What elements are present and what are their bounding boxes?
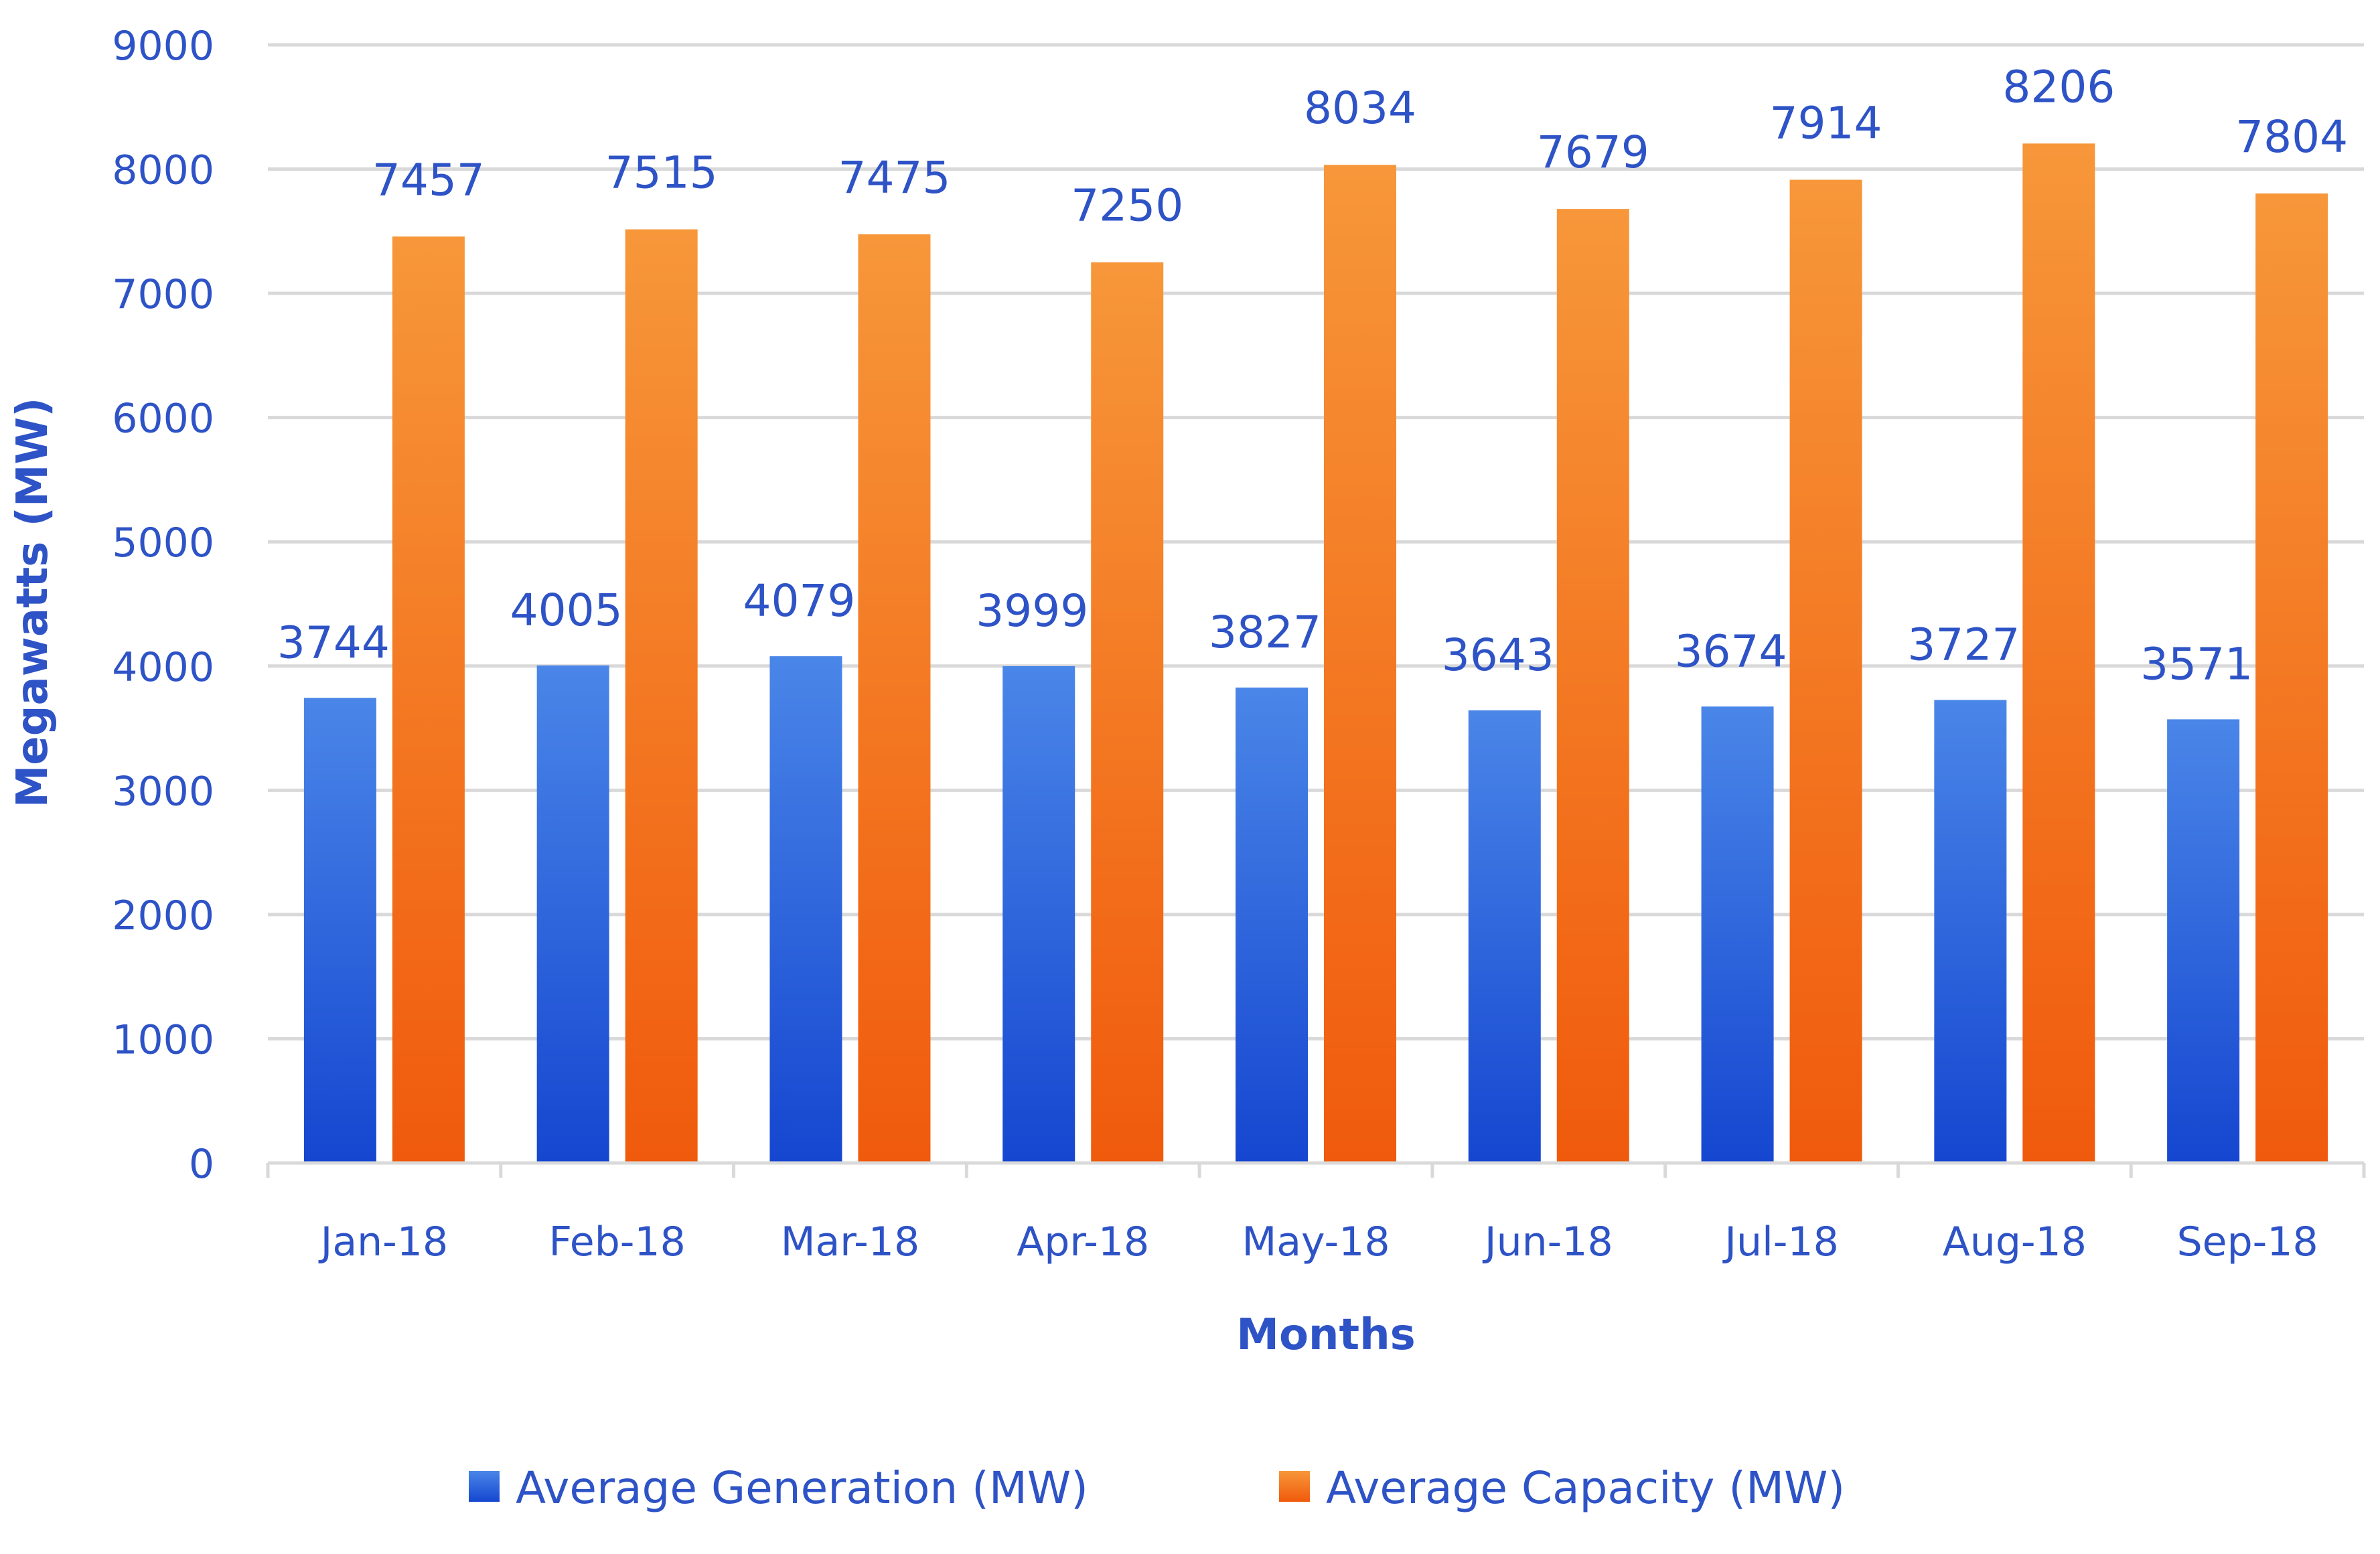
data-label-generation: 3674 — [1675, 625, 1787, 677]
bar-generation — [536, 665, 609, 1163]
legend: Average Generation (MW) Average Capacity … — [469, 1462, 1845, 1514]
data-label-capacity: 8206 — [2002, 61, 2115, 112]
bar-generation — [1934, 700, 2007, 1163]
y-tick-label: 6000 — [112, 396, 214, 443]
x-tick-label: Aug-18 — [1943, 1219, 2087, 1265]
x-tick-label: Mar-18 — [781, 1219, 919, 1265]
y-tick-label: 1000 — [112, 1016, 214, 1063]
legend-label-generation: Average Generation (MW) — [516, 1462, 1088, 1514]
y-tick-label: 0 — [189, 1141, 214, 1188]
y-axis-ticks: 0 1000 2000 3000 4000 5000 6000 7000 8000 9000 — [112, 23, 214, 1188]
bar-generation — [1468, 710, 1541, 1163]
x-tick-label: May-18 — [1242, 1219, 1390, 1265]
y-tick-label: 7000 — [112, 271, 214, 318]
bar-capacity — [392, 236, 465, 1163]
bar-generation — [303, 698, 376, 1163]
x-tick-label: Sep-18 — [2177, 1219, 2318, 1265]
y-tick-label: 8000 — [112, 147, 214, 194]
data-label-generation: 3744 — [277, 617, 390, 668]
data-label-capacity: 7475 — [838, 152, 950, 204]
legend-label-capacity: Average Capacity (MW) — [1326, 1462, 1845, 1514]
data-label-capacity: 7804 — [2235, 111, 2348, 163]
bar-capacity — [1556, 209, 1629, 1163]
bar-generation — [1002, 666, 1075, 1163]
y-tick-label: 4000 — [112, 644, 214, 691]
y-tick-label: 9000 — [112, 23, 214, 70]
bar-capacity — [858, 234, 931, 1164]
data-label-generation: 3727 — [1907, 619, 2020, 670]
bar-capacity — [1091, 262, 1164, 1164]
bar-generation — [1236, 687, 1308, 1163]
x-tick-label: Jul-18 — [1722, 1219, 1838, 1265]
bar-capacity — [1789, 179, 1862, 1164]
bar-generation — [1701, 706, 1774, 1163]
data-label-generation: 3827 — [1209, 607, 1321, 658]
y-tick-label: 3000 — [112, 768, 214, 815]
bar-capacity — [2255, 193, 2328, 1163]
data-label-generation: 3999 — [976, 585, 1088, 637]
y-axis-title: Megawatts (MW) — [8, 398, 58, 808]
data-label-capacity: 7679 — [1537, 127, 1649, 178]
data-label-capacity: 7250 — [1071, 180, 1183, 232]
bar-generation — [769, 656, 842, 1163]
y-tick-label: 5000 — [112, 520, 214, 566]
data-label-generation: 3643 — [1442, 629, 1554, 681]
data-label-capacity: 7515 — [605, 147, 718, 199]
y-tick-label: 2000 — [112, 892, 214, 939]
x-tick-label: Jun-18 — [1482, 1219, 1613, 1265]
bars — [303, 143, 2328, 1164]
x-axis: Jan-18 Feb-18 Mar-18 Apr-18 May-18 Jun-18 Jul-… — [266, 1161, 2366, 1265]
data-label-capacity: 7457 — [372, 154, 485, 206]
data-label-capacity: 7914 — [1770, 98, 1882, 149]
legend-swatch-capacity — [1279, 1471, 1310, 1502]
data-labels: 3744 7457 4005 7515 4079 7475 3999 7250 3827 8034… — [277, 61, 2348, 690]
x-tick-label: Jan-18 — [318, 1219, 449, 1265]
bar-generation — [2167, 719, 2240, 1163]
x-tick-label: Apr-18 — [1017, 1219, 1149, 1265]
gridlines — [268, 43, 2364, 1040]
bar-capacity — [2022, 143, 2095, 1164]
data-label-generation: 3571 — [2140, 638, 2253, 690]
data-label-generation: 4079 — [743, 575, 855, 627]
bar-capacity — [1324, 165, 1396, 1163]
legend-swatch-generation — [469, 1471, 500, 1502]
x-axis-title: Months — [1236, 1310, 1415, 1360]
x-tick-label: Feb-18 — [549, 1219, 686, 1265]
data-label-generation: 4005 — [510, 585, 623, 636]
data-label-capacity: 8034 — [1304, 82, 1416, 134]
bar-capacity — [625, 229, 698, 1163]
